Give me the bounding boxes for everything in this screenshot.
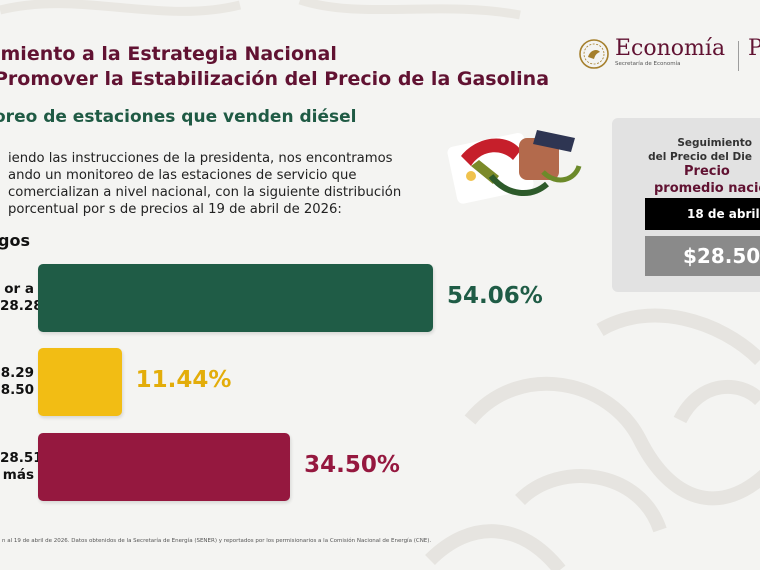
bar: [38, 433, 291, 501]
logo-name: Economía: [615, 36, 726, 61]
category-label-line-2: más: [2, 467, 34, 483]
data-label: 34.50%: [304, 452, 400, 478]
average-price: $28.50: [645, 236, 760, 276]
category-label-line-1: 8.29: [0, 365, 34, 381]
page-title: imiento a la Estrategia Nacional Promove…: [0, 42, 549, 92]
coat-of-arms-icon: [579, 39, 609, 69]
category-label-line-2: 8.50: [0, 382, 34, 398]
logo-subtitle: Secretaría de Economía: [615, 61, 681, 67]
card-price-label-line-1: Precio: [684, 164, 730, 179]
data-label: 11.44%: [135, 367, 232, 393]
data-label: 54.06%: [447, 283, 543, 309]
card-heading: Seguimiento del Precio del Die: [612, 136, 752, 164]
chart-heading: gos: [0, 231, 30, 250]
category-label: 28.51 más: [0, 450, 43, 484]
date-box: 18 de abril: [645, 198, 760, 230]
category-label-line-1: or a: [4, 281, 34, 297]
bar: [38, 264, 433, 332]
secondary-logo-initial: P: [748, 36, 760, 61]
category-label-line-1: 28.51: [0, 450, 43, 466]
footnote: n al 19 de abril de 2026. Datos obtenido…: [2, 538, 432, 544]
card-price-label-line-2: promedio nacio: [654, 181, 760, 196]
category-label: 8.29 8.50: [0, 365, 34, 399]
fuel-nozzle-icon: [447, 130, 582, 204]
intro-text: iendo las instrucciones de la presidenta…: [8, 151, 402, 217]
logo-divider: [738, 41, 739, 71]
title-line-1: imiento a la Estrategia Nacional: [0, 43, 337, 65]
card-heading-line-2: del Precio del Die: [648, 151, 752, 163]
card-heading-line-1: Seguimiento: [677, 137, 752, 149]
page-subtitle: oreo de estaciones que venden diésel: [0, 107, 357, 127]
title-line-2: Promover la Estabilización del Precio de…: [0, 68, 550, 90]
category-label: or a 28.28: [0, 281, 43, 315]
card-price-label: Precio promedio nacio: [612, 163, 760, 197]
category-label-line-2: 28.28: [0, 298, 43, 314]
bar: [38, 348, 122, 416]
